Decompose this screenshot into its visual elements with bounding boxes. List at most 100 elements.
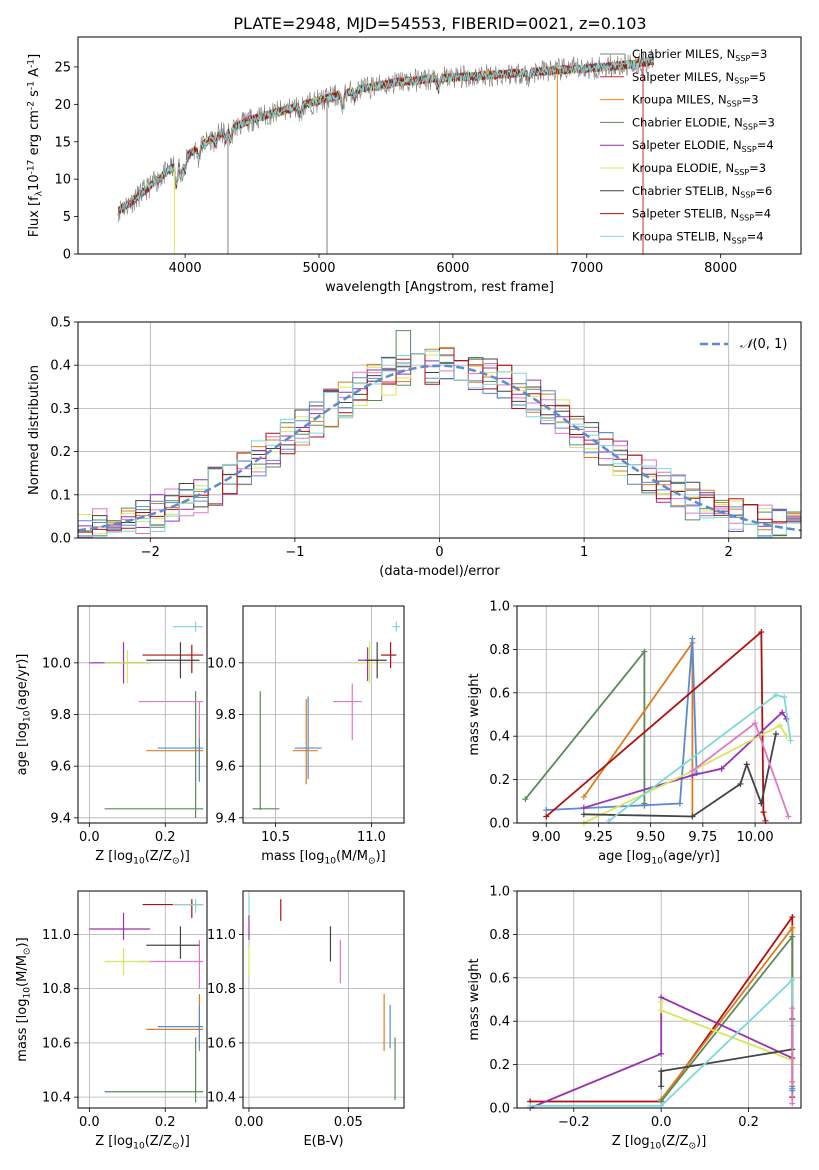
y-tick-label: 0.4 <box>489 1015 510 1030</box>
x-tick-label: −2 <box>141 545 160 560</box>
y-tick-label: 0.1 <box>50 488 71 503</box>
legend-entry-6: Chabrier STELIB, NSSP​=6 <box>632 184 772 200</box>
y-tick-label: 0.0 <box>489 817 510 832</box>
weight-z-series-5-marker <box>658 1068 665 1075</box>
y-tick-label: 5 <box>63 210 71 225</box>
y-tick-label: 9.4 <box>215 811 236 826</box>
weight-z-series-1 <box>660 925 794 1100</box>
x-tick-label: 0.0 <box>79 830 100 845</box>
weight-z-series-0-marker <box>789 914 796 921</box>
spectrum-model-line-8 <box>117 57 655 216</box>
y-tick-label: 0.6 <box>489 686 510 701</box>
weight-age-series-8-marker <box>752 720 759 727</box>
weight-z-series-1-marker <box>789 924 796 931</box>
y-tick-label: 10.6 <box>207 1036 236 1051</box>
weight-z-series-3 <box>529 995 793 1109</box>
weight-z-series-7-marker <box>789 1100 796 1107</box>
weight-age-series-3-marker <box>543 813 550 820</box>
y-tick-label: 10.8 <box>207 982 236 997</box>
y-axis-label: Normed distribution <box>27 365 42 495</box>
x-tick-label: 0.00 <box>234 1115 263 1130</box>
axes-frame-0 <box>77 36 802 255</box>
weight-age-series-8-marker <box>689 767 696 774</box>
weight-age-series-7-marker <box>772 691 779 698</box>
x-tick-label: 11.0 <box>357 830 386 845</box>
x-tick-label: −0.2 <box>558 1115 590 1130</box>
x-tick-label: 7000 <box>570 261 603 276</box>
y-tick-label: 0.2 <box>489 773 510 788</box>
y-tick-label: 0.0 <box>489 1102 510 1117</box>
y-tick-label: 20 <box>54 98 71 113</box>
y-tick-label: 9.4 <box>50 811 71 826</box>
weight-age-series-7 <box>608 694 792 822</box>
weight-age-series-6 <box>583 733 777 818</box>
y-tick-label: 0.8 <box>489 643 510 658</box>
weight-z-series-2 <box>660 934 794 1103</box>
weight-age-series-2-marker <box>676 800 683 807</box>
legend-entry-4: Salpeter ELODIE, NSSP​=4 <box>632 138 774 154</box>
weight-age-series-1-marker <box>580 793 587 800</box>
weight-age-series-4-marker <box>779 709 786 716</box>
weight-z-series-4-marker <box>658 998 665 1005</box>
y-tick-label: 0.4 <box>50 359 71 374</box>
x-tick-label: −1 <box>285 545 304 560</box>
y-axis-label: mass [log10​(M/M⊙​)] <box>15 937 32 1061</box>
y-tick-label: 10.4 <box>207 1091 236 1106</box>
legend-entry-0: Chabrier MILES, NSSP​=3 <box>632 47 767 63</box>
x-tick-label: 10.00 <box>736 830 773 845</box>
legend-entry-1: Salpeter MILES, NSSP​=5 <box>632 70 766 86</box>
y-tick-label: 10.0 <box>207 656 236 671</box>
weight-age-series-8 <box>691 721 790 817</box>
x-tick-label: 1 <box>580 545 588 560</box>
x-tick-label: 8000 <box>704 261 737 276</box>
axes-frame-5 <box>77 890 208 1109</box>
legend-entry-3: Chabrier ELODIE, NSSP​=3 <box>632 115 775 131</box>
axes-frame-1 <box>77 321 802 539</box>
x-tick-label: 9.00 <box>532 830 561 845</box>
weight-age-series-6-marker <box>758 800 765 807</box>
weight-z-series-8-marker <box>789 1087 796 1094</box>
x-tick-label: 9.75 <box>688 830 717 845</box>
weight-age-series-6-marker <box>580 811 587 818</box>
y-tick-label: 0.5 <box>50 316 71 331</box>
histogram-series-8 <box>78 350 801 538</box>
x-axis-label: E(B-V) <box>303 1134 343 1149</box>
spectrum-model-line-5 <box>117 57 655 216</box>
y-tick-label: 0.6 <box>489 971 510 986</box>
x-tick-label: 6000 <box>436 261 469 276</box>
weight-age-series-6-marker <box>737 780 744 787</box>
weight-age-series-8-marker <box>785 813 792 820</box>
weight-age-series-6-marker <box>743 761 750 768</box>
x-tick-label: 0 <box>435 545 443 560</box>
weight-z-series-6-marker <box>789 976 796 983</box>
x-axis-label: Z [log10​(Z/Z⊙​)] <box>95 1134 190 1151</box>
weight-z-series-3-marker <box>658 1050 665 1057</box>
weight-age-series-6-marker <box>772 731 779 738</box>
legend-entry-7: Salpeter STELIB, NSSP​=4 <box>632 207 771 223</box>
y-tick-label: 10.0 <box>42 656 71 671</box>
weight-age-series-3-marker <box>760 809 767 816</box>
x-tick-label: 0.2 <box>155 1115 176 1130</box>
spectrum-title: PLATE=2948, MJD=54553, FIBERID=0021, z=0… <box>233 14 646 33</box>
y-tick-label: 1.0 <box>489 600 510 615</box>
legend-entry-normal: 𝒩(0, 1) <box>740 337 787 352</box>
x-axis-label: (data-model)/error <box>379 564 500 579</box>
y-axis-label: mass weight <box>467 673 482 755</box>
y-tick-label: 0 <box>63 248 71 263</box>
y-tick-label: 9.6 <box>50 760 71 775</box>
y-tick-label: 10 <box>54 173 71 188</box>
legend-entry-2: Kroupa MILES, NSSP​=3 <box>632 93 759 109</box>
weight-age-series-5-marker <box>783 733 790 740</box>
weight-age-series-3-marker <box>758 629 765 636</box>
x-axis-label: Z [log10​(Z/Z⊙​)] <box>612 1134 707 1151</box>
y-axis-label: age [log10​(age/yr)] <box>15 654 32 776</box>
x-tick-label: 0.2 <box>155 830 176 845</box>
weight-age-series-6-marker <box>689 813 696 820</box>
y-tick-label: 1.0 <box>489 885 510 900</box>
y-tick-label: 11.0 <box>207 928 236 943</box>
y-tick-label: 25 <box>54 60 71 75</box>
x-tick-label: 10.5 <box>261 830 290 845</box>
axes-frame-7 <box>516 890 802 1109</box>
weight-age-series-5-marker <box>777 722 784 729</box>
